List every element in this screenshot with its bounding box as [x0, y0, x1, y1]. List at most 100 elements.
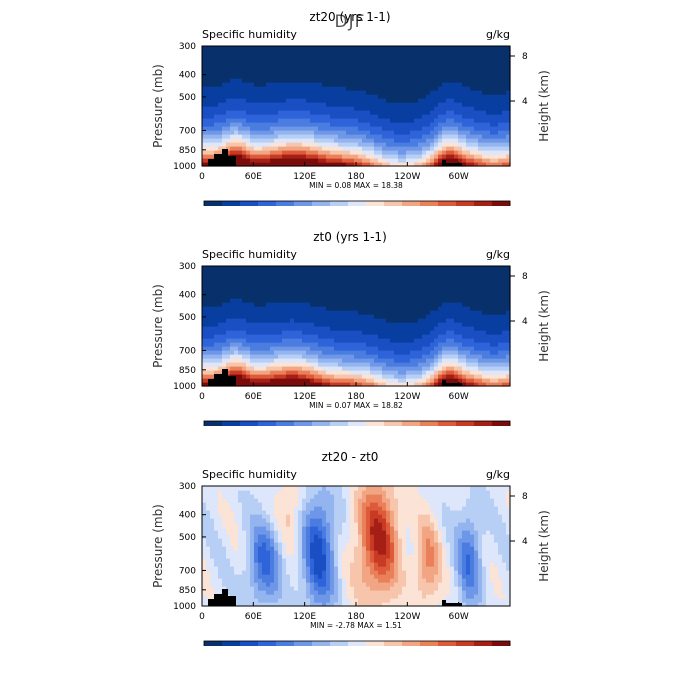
- heatmap-cell: [242, 106, 247, 111]
- heatmap-cell: [390, 358, 395, 363]
- heatmap-cell: [410, 334, 415, 339]
- heatmap-cell: [438, 266, 443, 271]
- heatmap-cell: [454, 314, 459, 319]
- heatmap-cell: [406, 290, 411, 295]
- heatmap-cell: [446, 158, 451, 163]
- heatmap-cell: [350, 370, 355, 375]
- heatmap-cell: [430, 598, 435, 603]
- heatmap-cell: [462, 318, 467, 323]
- heatmap-cell: [362, 330, 367, 335]
- heatmap-cell: [474, 86, 479, 91]
- heatmap-cell: [498, 70, 503, 75]
- heatmap-cell: [238, 270, 243, 275]
- heatmap-cell: [470, 134, 475, 139]
- heatmap-cell: [258, 330, 263, 335]
- heatmap-cell: [458, 82, 463, 87]
- heatmap-cell: [390, 158, 395, 163]
- heatmap-cell: [406, 358, 411, 363]
- heatmap-cell: [262, 318, 267, 323]
- heatmap-cell: [418, 54, 423, 59]
- heatmap-cell: [218, 62, 223, 67]
- heatmap-cell: [478, 326, 483, 331]
- heatmap-cell: [310, 598, 315, 603]
- heatmap-cell: [258, 102, 263, 107]
- heatmap-cell: [406, 274, 411, 279]
- heatmap-cell: [334, 346, 339, 351]
- heatmap-cell: [238, 318, 243, 323]
- heatmap-cell: [434, 86, 439, 91]
- heatmap-cell: [250, 310, 255, 315]
- heatmap-cell: [202, 286, 207, 291]
- heatmap-cell: [350, 146, 355, 151]
- heatmap-cell: [322, 382, 327, 387]
- heatmap-cell: [318, 302, 323, 307]
- heatmap-cell: [366, 78, 371, 83]
- heatmap-cell: [306, 114, 311, 119]
- heatmap-cell: [286, 70, 291, 75]
- heatmap-cell: [458, 294, 463, 299]
- heatmap-cell: [322, 102, 327, 107]
- heatmap-cell: [398, 78, 403, 83]
- heatmap-cell: [406, 330, 411, 335]
- heatmap-cell: [226, 266, 231, 271]
- topography-africa: [208, 369, 236, 386]
- heatmap-cell: [362, 130, 367, 135]
- heatmap-cell: [322, 122, 327, 127]
- heatmap-cell: [206, 138, 211, 143]
- heatmap-cell: [458, 350, 463, 355]
- heatmap-cell: [266, 282, 271, 287]
- heatmap-cell: [466, 154, 471, 159]
- heatmap-cell: [322, 50, 327, 55]
- heatmap-cell: [358, 286, 363, 291]
- heatmap-cell: [202, 290, 207, 295]
- heatmap-cell: [202, 338, 207, 343]
- heatmap-cell: [474, 118, 479, 123]
- heatmap-cell: [306, 374, 311, 379]
- colorbar-swatch: [438, 421, 457, 426]
- heatmap-cell: [330, 130, 335, 135]
- heatmap-cell: [358, 334, 363, 339]
- heatmap-cell: [258, 50, 263, 55]
- heatmap-cell: [410, 146, 415, 151]
- heatmap-cell: [350, 138, 355, 143]
- heatmap-cell: [422, 350, 427, 355]
- heatmap-cell: [450, 74, 455, 79]
- heatmap-cell: [430, 370, 435, 375]
- heatmap-cell: [366, 74, 371, 79]
- heatmap-cell: [298, 78, 303, 83]
- heatmap-cell: [470, 118, 475, 123]
- heatmap-cell: [246, 278, 251, 283]
- heatmap-cell: [330, 310, 335, 315]
- heatmap-cell: [446, 110, 451, 115]
- heatmap-cell: [454, 298, 459, 303]
- heatmap-cell: [226, 50, 231, 55]
- heatmap-cell: [426, 366, 431, 371]
- heatmap-cell: [490, 158, 495, 163]
- heatmap-cell: [350, 602, 355, 607]
- heatmap-cell: [306, 314, 311, 319]
- heatmap-cell: [502, 330, 507, 335]
- heatmap-cell: [298, 50, 303, 55]
- heatmap-cell: [250, 114, 255, 119]
- heatmap-cell: [214, 70, 219, 75]
- heatmap-cell: [234, 110, 239, 115]
- heatmap-cell: [262, 366, 267, 371]
- heatmap-cell: [462, 602, 467, 607]
- heatmap-cell: [218, 78, 223, 83]
- heatmap-cell: [470, 154, 475, 159]
- heatmap-cell: [406, 266, 411, 271]
- heatmap-cell: [254, 146, 259, 151]
- heatmap-cell: [334, 598, 339, 603]
- heatmap-cell: [326, 266, 331, 271]
- heatmap-cell: [402, 330, 407, 335]
- heatmap-cell: [362, 370, 367, 375]
- heatmap-cell: [210, 374, 215, 379]
- heatmap-cell: [434, 162, 439, 167]
- heatmap-cell: [246, 362, 251, 367]
- heatmap-cell: [390, 86, 395, 91]
- heatmap-cell: [358, 86, 363, 91]
- heatmap-cell: [334, 378, 339, 383]
- heatmap-cell: [502, 594, 507, 599]
- heatmap-cell: [242, 314, 247, 319]
- heatmap-cell: [346, 138, 351, 143]
